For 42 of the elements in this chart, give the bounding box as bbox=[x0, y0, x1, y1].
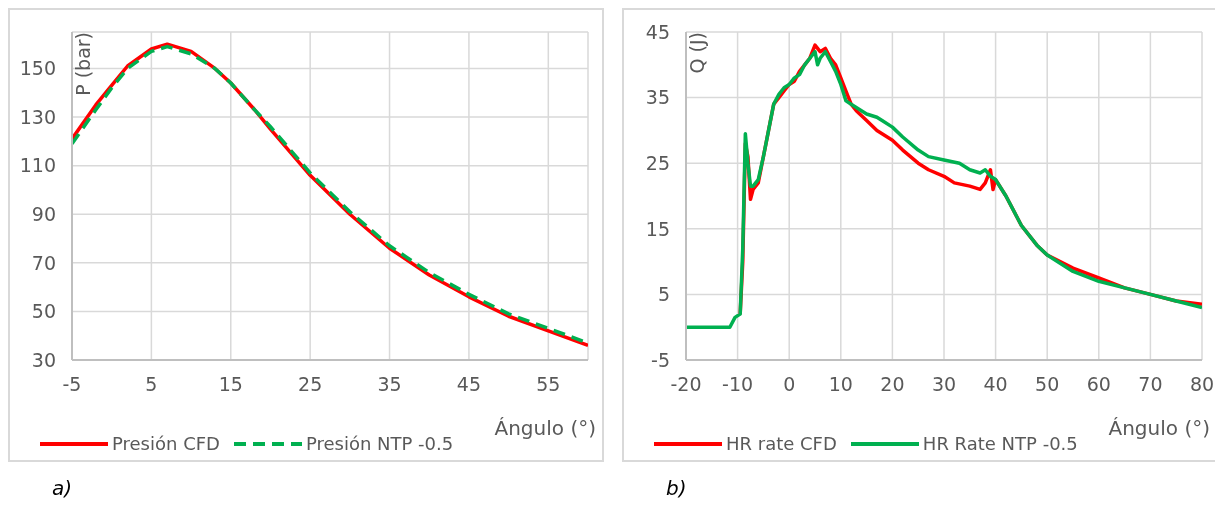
text: b) bbox=[666, 476, 688, 500]
y-tick-label: 25 bbox=[645, 151, 670, 174]
x-axis-title: Ángulo (°) bbox=[1108, 416, 1210, 440]
y-tick-label: 45 bbox=[645, 20, 670, 43]
y-axis-title: Q (J) bbox=[686, 32, 708, 74]
x-tick-label: -5 bbox=[62, 373, 82, 396]
text: a) bbox=[52, 476, 74, 500]
legend-label: Presión NTP -0.5 bbox=[305, 433, 454, 454]
x-tick-label: 60 bbox=[1086, 373, 1111, 396]
x-tick-label: 50 bbox=[1035, 373, 1060, 396]
x-tick-label: 10 bbox=[828, 373, 853, 396]
y-tick-label: 150 bbox=[19, 57, 56, 80]
x-tick-label: 45 bbox=[456, 373, 482, 396]
x-tick-label: 40 bbox=[983, 373, 1008, 396]
y-tick-label: 35 bbox=[645, 86, 670, 109]
x-tick-label: 15 bbox=[218, 373, 243, 396]
x-tick-label: 35 bbox=[377, 373, 402, 396]
y-tick-label: 30 bbox=[31, 348, 56, 371]
x-tick-label: 70 bbox=[1138, 373, 1163, 396]
x-tick-label: 30 bbox=[931, 373, 957, 396]
x-tick-label: 0 bbox=[783, 373, 796, 396]
y-axis-title: P (bar) bbox=[72, 32, 94, 96]
legend-label: HR Rate NTP -0.5 bbox=[922, 433, 1078, 454]
y-tick-label: 15 bbox=[645, 217, 670, 240]
y-tick-label: 90 bbox=[31, 202, 56, 225]
x-tick-label: 80 bbox=[1189, 373, 1215, 396]
legend-label: Presión CFD bbox=[112, 433, 220, 454]
x-tick-label: -10 bbox=[722, 373, 754, 396]
x-tick-label: 55 bbox=[536, 373, 561, 396]
x-tick-label: -20 bbox=[670, 373, 702, 396]
x-tick-label: 5 bbox=[145, 373, 158, 396]
y-tick-label: 130 bbox=[19, 105, 56, 128]
legend-label: HR rate CFD bbox=[726, 433, 837, 454]
x-tick-label: 20 bbox=[880, 373, 905, 396]
x-axis-title: Ángulo (°) bbox=[494, 416, 596, 440]
y-tick-label: 5 bbox=[657, 283, 670, 306]
y-tick-label: 110 bbox=[19, 154, 56, 177]
x-tick-label: 25 bbox=[298, 373, 323, 396]
y-tick-label: -5 bbox=[651, 348, 670, 371]
y-tick-label: 70 bbox=[31, 251, 56, 274]
line-series bbox=[686, 49, 1202, 329]
y-tick-label: 50 bbox=[31, 300, 56, 323]
